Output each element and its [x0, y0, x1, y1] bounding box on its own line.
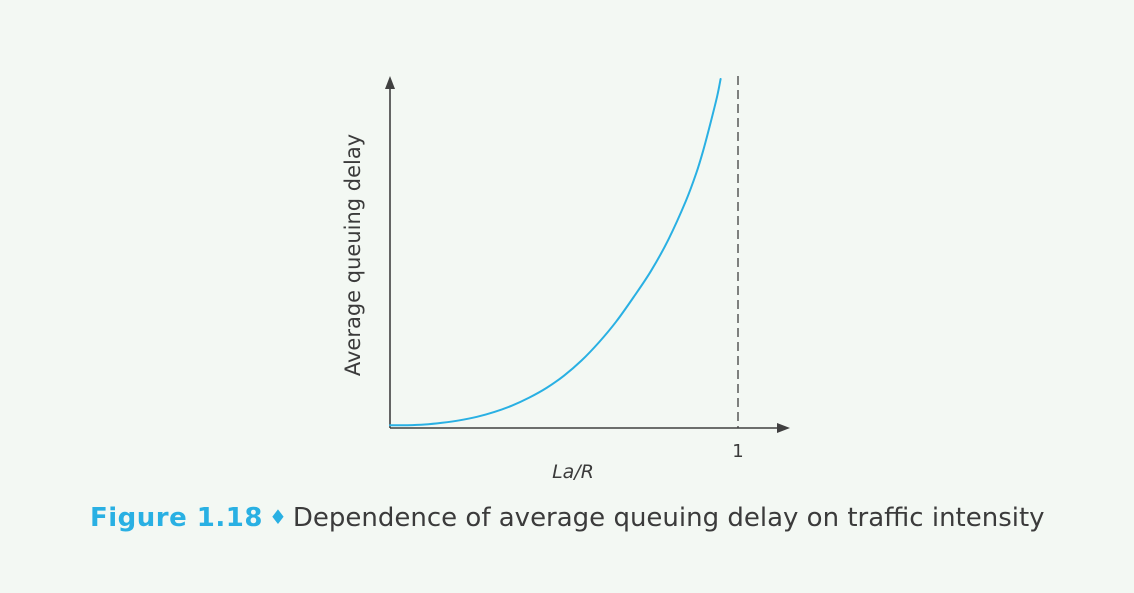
x-tick-label: 1	[732, 441, 743, 462]
y-axis-label: Average queuing delay	[341, 134, 365, 376]
caption-text: Dependence of average queuing delay on t…	[292, 503, 1045, 533]
x-axis-label: La/R	[552, 461, 594, 483]
diamond-icon: ♦	[268, 505, 287, 529]
axes	[385, 76, 790, 433]
figure-caption: Figure 1.18 ♦ Dependence of average queuin…	[90, 503, 1045, 533]
figure-number: Figure 1.18	[90, 503, 263, 533]
x-axis-arrowhead	[777, 423, 790, 433]
series-layer	[389, 78, 722, 427]
queuing-delay-chart: Average queuing delay La/R 1	[341, 76, 790, 483]
y-axis-arrowhead	[385, 76, 395, 89]
delay-curve	[389, 78, 722, 427]
labels: Average queuing delay La/R 1	[341, 134, 744, 483]
